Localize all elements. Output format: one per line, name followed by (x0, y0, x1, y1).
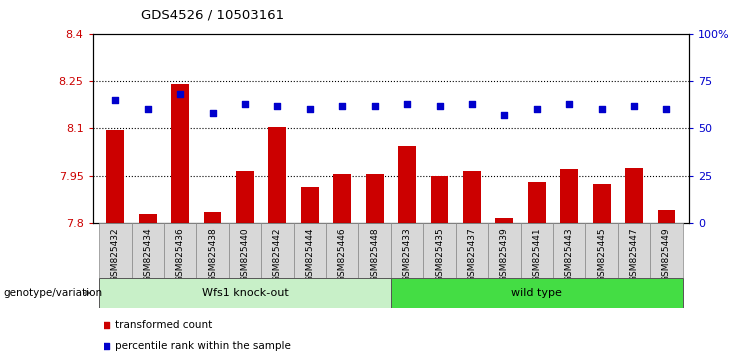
Text: GSM825445: GSM825445 (597, 227, 606, 282)
Text: transformed count: transformed count (115, 320, 212, 330)
Point (433, 103, 445, 108)
Point (207, 110, 219, 116)
Point (401, 101, 413, 107)
Bar (229, 223, 262, 278)
Bar (268, 127, 286, 223)
Bar (423, 223, 456, 278)
Bar (391, 278, 682, 308)
Point (340, 66, 352, 72)
Bar (132, 223, 164, 278)
Text: GSM825437: GSM825437 (468, 227, 476, 282)
Bar (431, 176, 448, 223)
Bar (456, 223, 488, 278)
Bar (366, 174, 384, 223)
Text: GSM825432: GSM825432 (111, 227, 120, 282)
Point (174, 91, 186, 97)
Bar (496, 218, 514, 223)
Bar (139, 213, 156, 223)
Bar (301, 187, 319, 223)
Point (531, 107, 542, 112)
Bar (391, 223, 423, 278)
Text: Wfs1 knock-out: Wfs1 knock-out (202, 288, 288, 298)
Bar (333, 174, 351, 223)
Bar (99, 278, 391, 308)
Bar (196, 223, 229, 278)
Bar (171, 84, 189, 223)
Bar (236, 171, 254, 223)
Bar (553, 223, 585, 278)
Text: GSM825449: GSM825449 (662, 227, 671, 282)
Text: GSM825440: GSM825440 (241, 227, 250, 282)
Bar (107, 130, 124, 223)
Point (628, 103, 640, 108)
Bar (326, 223, 359, 278)
Point (304, 107, 316, 112)
Text: GSM825441: GSM825441 (532, 227, 541, 282)
Bar (560, 169, 578, 223)
Text: GSM825442: GSM825442 (273, 227, 282, 282)
Bar (99, 223, 132, 278)
Point (142, 107, 153, 112)
Bar (359, 223, 391, 278)
Point (563, 101, 575, 107)
Bar (293, 223, 326, 278)
Point (110, 97, 122, 103)
Text: GSM825447: GSM825447 (630, 227, 639, 282)
Bar (463, 171, 481, 223)
Bar (593, 184, 611, 223)
Point (499, 112, 511, 118)
Bar (261, 223, 293, 278)
Text: GSM825444: GSM825444 (305, 227, 314, 282)
Text: GSM825439: GSM825439 (500, 227, 509, 282)
Bar (585, 223, 618, 278)
Point (466, 101, 478, 107)
Bar (651, 223, 682, 278)
Bar (488, 223, 520, 278)
Point (596, 107, 608, 112)
Bar (164, 223, 196, 278)
Text: wild type: wild type (511, 288, 562, 298)
Point (369, 103, 381, 108)
Text: GSM825436: GSM825436 (176, 227, 185, 282)
Text: GSM825443: GSM825443 (565, 227, 574, 282)
Text: GSM825434: GSM825434 (143, 227, 152, 282)
Text: GSM825446: GSM825446 (338, 227, 347, 282)
Text: GSM825435: GSM825435 (435, 227, 444, 282)
Text: genotype/variation: genotype/variation (4, 288, 103, 298)
Text: GSM825438: GSM825438 (208, 227, 217, 282)
Bar (398, 146, 416, 223)
Bar (625, 168, 643, 223)
Bar (520, 223, 553, 278)
Bar (528, 182, 545, 223)
Point (336, 103, 348, 108)
Text: GDS4526 / 10503161: GDS4526 / 10503161 (141, 9, 284, 22)
Text: GSM825433: GSM825433 (402, 227, 411, 282)
Text: percentile rank within the sample: percentile rank within the sample (115, 341, 290, 351)
Bar (657, 210, 675, 223)
Bar (204, 212, 222, 223)
Point (239, 101, 251, 107)
Text: GSM825448: GSM825448 (370, 227, 379, 282)
Point (660, 107, 672, 112)
Point (271, 103, 283, 108)
Bar (618, 223, 651, 278)
Point (340, 261, 352, 267)
